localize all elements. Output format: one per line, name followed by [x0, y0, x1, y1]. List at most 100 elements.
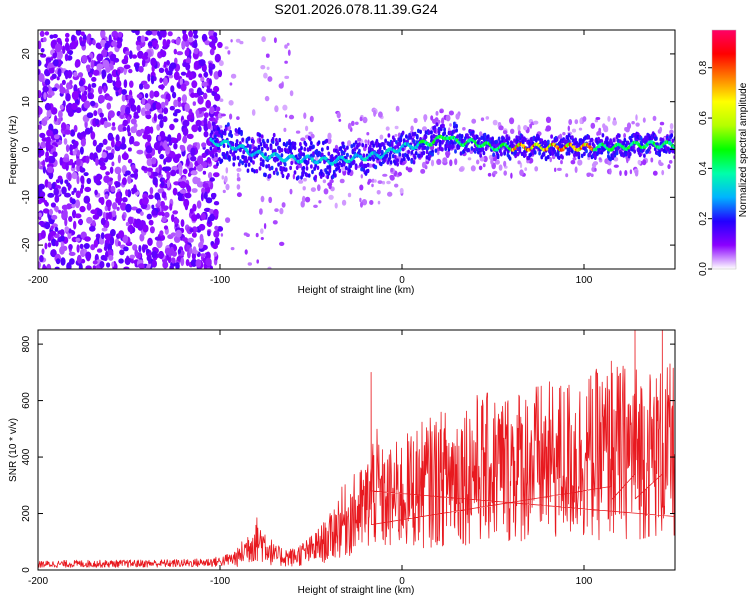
spectrogram-cell	[77, 72, 84, 78]
spectrogram-cell	[105, 250, 109, 259]
spectrogram-cell	[182, 119, 190, 127]
spectrogram-cell	[637, 159, 642, 165]
spectrogram-cell	[122, 234, 129, 244]
spectrogram-cell	[221, 130, 225, 136]
spectrogram-cell	[80, 138, 86, 147]
spectrogram-cell	[249, 158, 253, 163]
spectrogram-cell	[570, 160, 576, 165]
spectrogram-cell	[90, 244, 96, 251]
spectrogram-cell	[42, 265, 47, 269]
snr-xlabel: Height of straight line (km)	[298, 585, 415, 596]
spectrogram-cell	[556, 152, 560, 157]
spectrogram-cell	[377, 200, 381, 205]
spectrogram-cell	[66, 102, 73, 112]
spectrogram-cell	[633, 149, 636, 154]
spectrogram-cell	[247, 162, 251, 167]
spectrogram-cell	[129, 225, 133, 235]
spectrogram-cell	[174, 57, 178, 65]
spectrogram-cell	[470, 165, 476, 172]
spectrogram-cell	[215, 95, 221, 101]
spectrogram-cell	[218, 60, 224, 67]
spectrogram-cell	[303, 177, 307, 182]
spectrogram-cell	[270, 165, 274, 171]
spectrogram-cell	[421, 146, 425, 151]
x-tick-label: 0	[399, 576, 405, 587]
spectrogram-cell	[102, 211, 107, 220]
spectrogram-cell	[117, 68, 121, 75]
spectrogram-cell	[193, 41, 198, 49]
spectrogram-cell	[399, 187, 404, 194]
spectrogram-cell	[414, 151, 418, 156]
spectrogram-cell	[71, 191, 75, 195]
y-tick-label: 10	[21, 96, 32, 108]
spectrogram-cell	[161, 191, 167, 199]
spectrogram-cell	[520, 134, 524, 139]
spectrogram-cell	[105, 199, 112, 208]
spectrogram-cell	[38, 142, 41, 147]
spectrogram-cell	[91, 82, 97, 88]
spectrogram-cell	[398, 141, 402, 147]
spectrogram-cell	[514, 153, 517, 159]
spectrogram-cell	[362, 153, 366, 158]
spectrogram-cell	[147, 171, 152, 177]
spectrogram-cell	[379, 161, 383, 167]
spectrogram-cell	[277, 162, 280, 167]
spectrogram-cell	[377, 180, 383, 185]
spectrogram-cell	[247, 156, 251, 161]
spectrogram-cell	[354, 165, 358, 170]
spectrogram-cell	[89, 100, 96, 107]
spectrogram-cell	[334, 173, 337, 178]
spectrogram-cell	[151, 157, 157, 165]
spectrogram-cell	[38, 90, 41, 98]
spectrogram-cell	[613, 156, 619, 162]
spectrogram-cell	[273, 148, 277, 153]
spectrogram-cell	[329, 179, 334, 184]
spectrogram-cell	[115, 134, 120, 143]
spectrogram-cell	[208, 78, 212, 86]
spectrogram-cell	[70, 129, 76, 137]
spectrogram-cell	[293, 141, 297, 147]
spectrogram-cell	[437, 129, 441, 134]
spectrogram-cell	[58, 209, 62, 214]
spectrogram-cell	[201, 33, 208, 42]
spectrogram-cell	[40, 48, 45, 53]
spectrogram-cell	[161, 216, 167, 223]
spectrogram-cell	[49, 230, 57, 236]
spectrogram-cell	[98, 142, 104, 148]
spectrogram-cell	[352, 159, 356, 164]
spectrogram-cell	[145, 145, 153, 154]
spectrogram-cell	[38, 220, 45, 226]
spectrogram-cell	[286, 42, 290, 46]
spectrogram-cell	[46, 263, 52, 269]
spectrogram-cell	[173, 118, 179, 123]
spectrogram-cell	[263, 72, 268, 79]
spectrogram-cell	[635, 122, 640, 127]
spectrogram-cell	[341, 166, 347, 172]
spectrogram-cell	[373, 179, 377, 183]
spectrogram-cell	[39, 30, 45, 37]
spectrogram-cell	[52, 52, 57, 59]
spectrogram-cell	[181, 94, 187, 103]
spectrogram-cell	[38, 199, 43, 205]
spectrogram-cell	[106, 102, 112, 110]
spectrogram-cell	[71, 102, 78, 111]
spectrogram-cell	[338, 118, 342, 122]
spectrogram-cell	[235, 129, 239, 134]
spectrogram-cell	[159, 230, 164, 236]
spectrogram-cell	[441, 147, 444, 152]
spectrogram-cell	[595, 117, 601, 120]
spectrogram-cell	[359, 184, 364, 191]
spectrogram-cell	[459, 151, 463, 156]
spectrogram-cell	[209, 106, 215, 115]
spectrogram-cell	[359, 197, 362, 203]
spectrogram-cell	[115, 181, 121, 188]
spectrogram-cell	[628, 151, 632, 157]
spectrogram-cell	[190, 258, 198, 267]
spectrogram-cell	[60, 257, 66, 266]
spectrogram-cell	[68, 244, 73, 250]
spectrogram-cell	[478, 165, 483, 171]
spectrogram-cell	[157, 199, 161, 206]
spectrogram-cell	[71, 198, 76, 205]
spectrogram-cell	[361, 143, 365, 148]
spectrogram-cell	[422, 150, 426, 156]
